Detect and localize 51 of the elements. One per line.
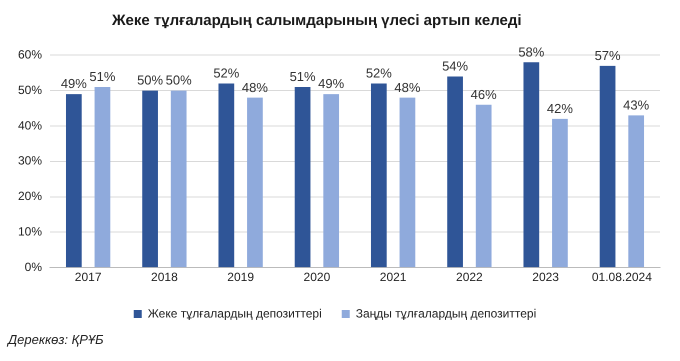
- bar: [294, 87, 310, 268]
- data-label: 51%: [290, 69, 316, 84]
- bar: [400, 98, 416, 268]
- data-label: 52%: [213, 66, 240, 81]
- bar: [600, 66, 616, 268]
- x-tick-label: 2022: [456, 270, 484, 284]
- data-label: 46%: [470, 86, 498, 102]
- data-label: 49%: [318, 76, 345, 92]
- legend-label: Жеке тұлғалардың депозиттері: [148, 306, 322, 320]
- data-label: 51%: [89, 69, 116, 84]
- text: Дереккөз: ҚРҰБ: [8, 332, 104, 347]
- data-label: 50%: [137, 72, 164, 88]
- chart-title: Жеке тұлғалардың салымдарының үлесі артып келеді: [112, 12, 522, 29]
- data-label: 52%: [366, 66, 392, 81]
- data-label: 50%: [166, 72, 192, 88]
- bar: [476, 104, 492, 268]
- legend-label: Заңды тұлғалардың депозиттері: [356, 306, 536, 320]
- data-label: 49%: [60, 76, 88, 92]
- data-label: 48%: [242, 80, 268, 95]
- data-label: 42%: [546, 101, 574, 116]
- data-label: 43%: [623, 97, 650, 112]
- data-label: 58%: [518, 44, 545, 60]
- x-tick-label: 2020: [304, 270, 331, 284]
- bar: [447, 76, 463, 268]
- x-tick-label: 2023: [532, 270, 560, 284]
- bar: [370, 84, 387, 268]
- bar: [552, 118, 568, 268]
- bar: [170, 90, 187, 268]
- y-tick-label: 0%: [24, 260, 42, 274]
- data-label: 57%: [594, 48, 622, 63]
- x-tick-label: 01.08.2024: [592, 270, 652, 284]
- y-tick-label: 10%: [18, 224, 42, 239]
- y-tick-label: 50%: [18, 82, 42, 97]
- bar: [323, 94, 340, 268]
- bar: [628, 115, 644, 268]
- bar: [218, 84, 234, 268]
- bar: [94, 87, 110, 268]
- y-tick-label: 40%: [18, 118, 42, 132]
- y-tick-label: 20%: [18, 189, 42, 204]
- data-label: 48%: [394, 80, 421, 95]
- bar: [142, 90, 158, 268]
- data-label: 54%: [442, 58, 469, 74]
- bar: [247, 98, 263, 268]
- bar: [66, 94, 82, 268]
- bar: [523, 62, 540, 268]
- y-tick-label: 30%: [18, 154, 42, 168]
- y-tick-label: 60%: [18, 48, 42, 62]
- x-tick-label: 2017: [74, 270, 102, 284]
- x-tick-label: 2019: [227, 270, 254, 284]
- x-tick-label: 2021: [380, 270, 407, 284]
- x-tick-label: 2018: [151, 270, 178, 284]
